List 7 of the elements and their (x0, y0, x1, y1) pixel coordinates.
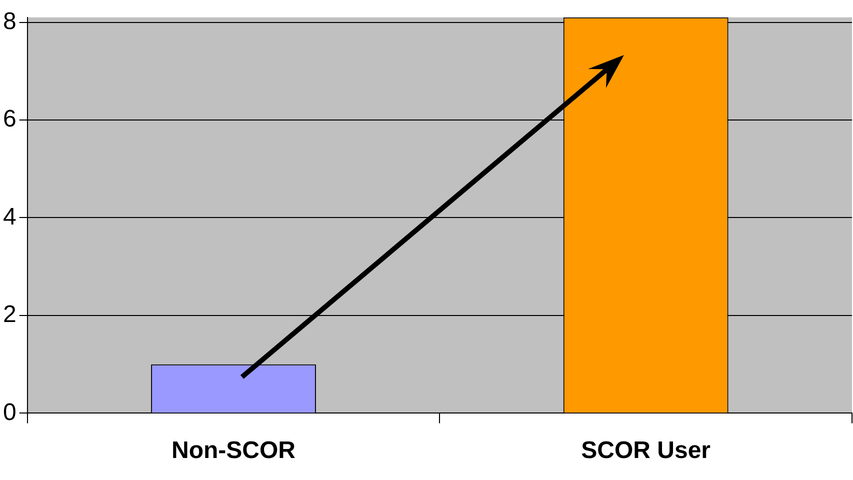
y-tick-label: 6 (2, 106, 16, 133)
x-tick-label: SCOR User (581, 437, 711, 464)
y-tick-label: 4 (2, 203, 16, 230)
y-tick-label: 0 (2, 398, 16, 426)
x-tick-label: Non-SCOR (172, 437, 296, 464)
y-tick-label: 8 (2, 8, 16, 35)
y-tick-label: 2 (2, 301, 16, 328)
